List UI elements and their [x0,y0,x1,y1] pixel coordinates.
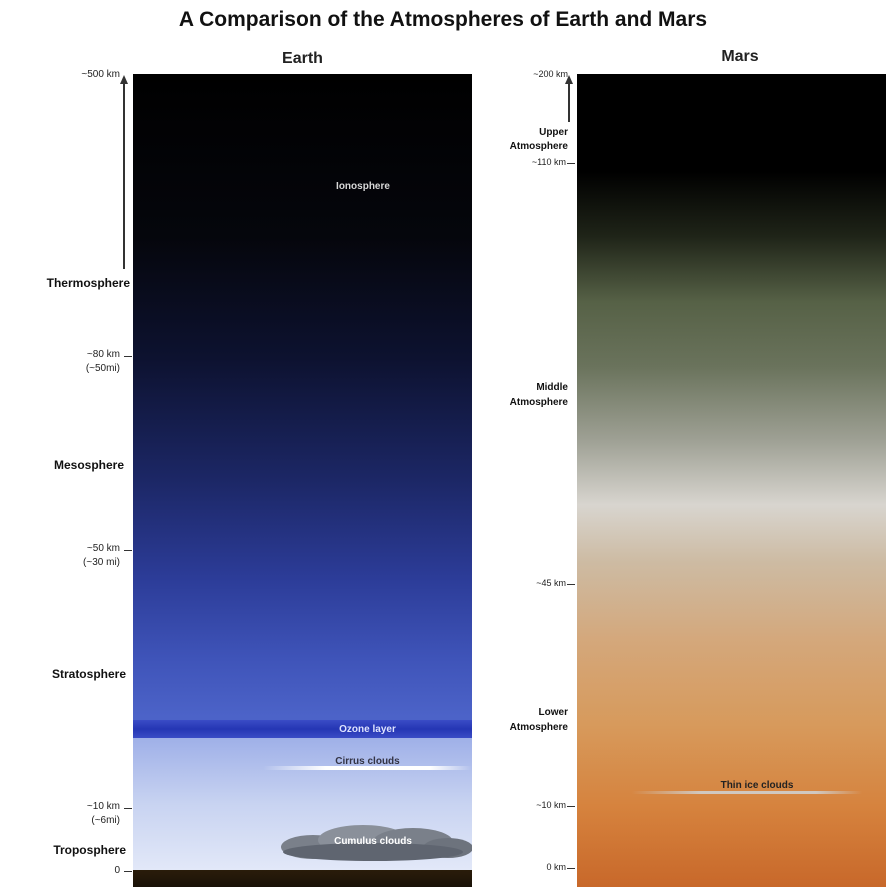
earth-top-altitude-label: ~500 km [81,69,120,80]
mars-upper-boundary-label: ~110 km [531,157,566,167]
mars-panel-title: Mars [721,48,759,65]
cirrus-cloud-streak [263,766,472,770]
mars-lower-atmosphere-label-line2: Atmosphere [509,722,568,733]
mars-middle-atmosphere-label-line1: Middle [536,382,568,393]
earth-atmosphere-column: Ionosphere Ozone layer Cirrus clouds Cum… [133,74,472,887]
mars-ground-altitude-label: 0 km [546,862,566,872]
mars-upper-atmosphere-label-line2: Atmosphere [509,141,568,152]
mars-middle-boundary-label: ~45 km [536,578,566,588]
stratopause-altitude-label: ~50 km [86,543,120,554]
mesopause-tick [124,356,132,357]
troposphere-label: Troposphere [53,843,126,857]
thin-ice-cloud-streak [632,791,862,794]
stratosphere-label: Stratosphere [51,667,126,681]
diagram-title: A Comparison of the Atmospheres of Earth… [178,8,708,31]
mars-low-altitude-label: ~10 km [536,800,566,810]
mars-middle-atmosphere-label-line2: Atmosphere [509,397,568,408]
tropopause-tick [124,808,132,809]
mars-top-altitude-label: ~200 km [533,69,568,79]
mars-low-altitude-tick [567,806,575,807]
thin-ice-clouds-label: Thin ice clouds [720,780,794,791]
stratopause-miles-label: (~30 mi) [83,557,120,568]
mars-upper-boundary-tick [567,163,575,164]
mars-middle-boundary-tick [567,584,575,585]
earth-ground-tick [124,871,132,872]
earth-ground-altitude-label: 0 [114,865,120,876]
mesopause-altitude-label: ~80 km [86,349,120,360]
thermosphere-label: Thermosphere [46,276,130,290]
mesopause-miles-label: (~50mi) [85,363,120,374]
mars-lower-atmosphere-label-line1: Lower [538,707,568,718]
mars-upper-atmosphere-label-line1: Upper [539,127,568,138]
tropopause-miles-label: (~6mi) [91,815,120,826]
mars-atmosphere-column: Thin ice clouds [577,74,886,887]
cirrus-clouds-label: Cirrus clouds [335,756,400,767]
mars-upper-arrow-icon [565,75,573,122]
mesosphere-label: Mesosphere [53,458,124,472]
mars-ground-tick [567,868,575,869]
cumulus-cloud-icon [281,825,472,861]
ionosphere-label: Ionosphere [336,181,390,192]
ozone-layer-band [133,720,472,738]
cumulus-clouds-label: Cumulus clouds [334,836,412,847]
tropopause-altitude-label: ~10 km [86,801,120,812]
thermosphere-arrow-icon [120,75,128,269]
stratopause-tick [124,550,132,551]
earth-ground [133,870,472,887]
earth-panel-title: Earth [282,50,323,67]
ozone-layer-label: Ozone layer [339,724,396,735]
